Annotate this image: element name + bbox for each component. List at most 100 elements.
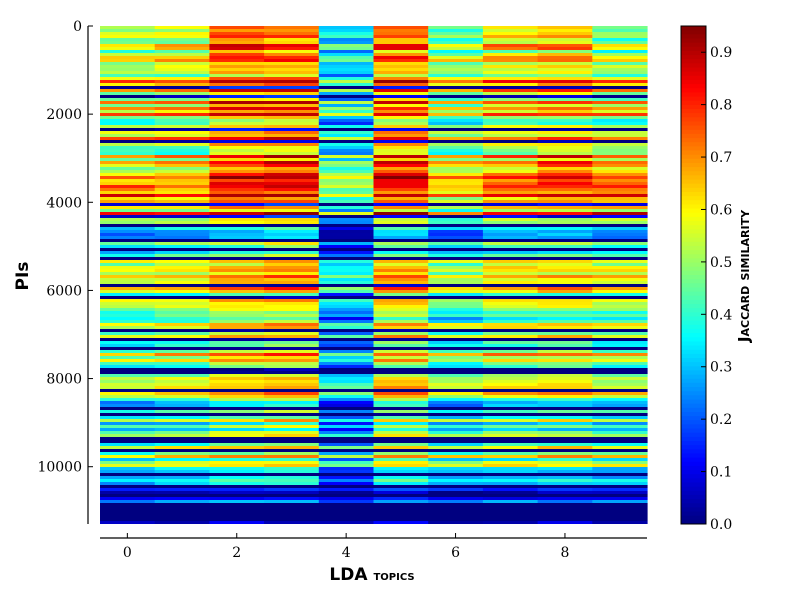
heatmap-cell xyxy=(428,368,484,371)
heatmap-cell xyxy=(428,233,484,236)
heatmap-cell xyxy=(428,260,484,263)
heatmap-cell xyxy=(100,32,156,35)
colorbar-segment xyxy=(681,204,706,210)
heatmap-cell xyxy=(264,239,320,242)
heatmap-cell xyxy=(318,56,375,59)
heatmap-cell xyxy=(537,230,593,233)
heatmap-cell xyxy=(209,254,265,257)
heatmap-cell xyxy=(100,158,156,161)
colorbar-segment xyxy=(681,175,706,181)
heatmap-cell xyxy=(592,449,648,452)
heatmap-cell xyxy=(318,362,375,365)
heatmap-cell xyxy=(592,230,648,233)
heatmap-cell xyxy=(318,98,375,101)
heatmap-cell xyxy=(537,521,593,524)
heatmap-cell xyxy=(592,95,648,98)
heatmap-cell xyxy=(373,170,429,173)
heatmap-cell xyxy=(100,113,156,116)
heatmap-cell xyxy=(154,56,210,59)
heatmap-cell xyxy=(482,191,539,194)
heatmap-cell xyxy=(264,293,320,296)
heatmap-cell xyxy=(209,200,265,203)
heatmap-cell xyxy=(537,38,593,41)
heatmap-cell xyxy=(209,413,265,416)
heatmap-cell xyxy=(428,476,484,479)
heatmap-cell xyxy=(592,365,648,368)
heatmap-cell xyxy=(264,461,320,464)
heatmap-cell xyxy=(373,212,429,215)
heatmap-cell xyxy=(592,356,648,359)
heatmap-cell xyxy=(100,209,156,212)
heatmap-cell xyxy=(264,224,320,227)
heatmap-cell xyxy=(537,128,593,131)
heatmap-cell xyxy=(537,317,593,320)
heatmap-cell xyxy=(100,140,156,143)
heatmap-cell xyxy=(373,155,429,158)
heatmap-cell xyxy=(482,215,539,218)
heatmap-cell xyxy=(100,215,156,218)
heatmap-cell xyxy=(592,227,648,230)
heatmap-cell xyxy=(318,290,375,293)
heatmap-cell xyxy=(428,332,484,335)
heatmap-cell xyxy=(537,266,593,269)
heatmap-cell xyxy=(482,206,539,209)
heatmap-cell xyxy=(592,488,648,491)
heatmap-cell xyxy=(154,473,210,476)
heatmap-cell xyxy=(373,335,429,338)
heatmap-cell xyxy=(428,152,484,155)
colorbar-segment xyxy=(681,494,706,500)
heatmap-cell xyxy=(592,314,648,317)
heatmap-cell xyxy=(154,518,210,521)
heatmap-cell xyxy=(209,113,265,116)
heatmap-cell xyxy=(100,122,156,125)
heatmap-cell xyxy=(537,146,593,149)
heatmap-cell xyxy=(264,395,320,398)
heatmap-cell xyxy=(209,128,265,131)
heatmap-cell xyxy=(592,278,648,281)
heatmap-cell xyxy=(100,47,156,50)
heatmap-cell xyxy=(264,437,320,440)
heatmap-cell xyxy=(318,335,375,338)
heatmap-cell xyxy=(318,431,375,434)
heatmap-cell xyxy=(482,299,539,302)
colorbar-segment xyxy=(681,287,706,293)
heatmap-cell xyxy=(264,215,320,218)
heatmap-cell xyxy=(592,359,648,362)
heatmap-cell xyxy=(482,284,539,287)
heatmap-cell xyxy=(318,251,375,254)
heatmap-cell xyxy=(100,404,156,407)
heatmap-cell xyxy=(373,89,429,92)
heatmap-cell xyxy=(428,62,484,65)
heatmap-cell xyxy=(428,521,484,524)
heatmap-cell xyxy=(264,116,320,119)
heatmap-cell xyxy=(100,110,156,113)
heatmap-cell xyxy=(154,272,210,275)
heatmap-cell xyxy=(592,341,648,344)
heatmap-cell xyxy=(592,422,648,425)
colorbar-segment xyxy=(681,470,706,475)
heatmap-cell xyxy=(482,185,539,188)
heatmap-cell xyxy=(318,71,375,74)
heatmap-cell xyxy=(209,80,265,83)
heatmap-cell xyxy=(209,260,265,263)
heatmap-cell xyxy=(428,434,484,437)
heatmap-cell xyxy=(373,110,429,113)
heatmap-cell xyxy=(592,257,648,260)
heatmap-cell xyxy=(264,470,320,473)
heatmap-cell xyxy=(373,341,429,344)
heatmap-cell xyxy=(264,353,320,356)
heatmap-cell xyxy=(592,506,648,509)
heatmap-cell xyxy=(154,53,210,56)
heatmap-cell xyxy=(209,185,265,188)
heatmap-cell xyxy=(537,506,593,509)
heatmap-cell xyxy=(318,434,375,437)
colorbar-segment xyxy=(681,196,706,201)
heatmap-cell xyxy=(209,167,265,170)
heatmap-cell xyxy=(373,281,429,284)
heatmap-cell xyxy=(100,347,156,350)
heatmap-cell xyxy=(373,347,429,350)
heatmap-cell xyxy=(537,200,593,203)
heatmap-cell xyxy=(209,359,265,362)
heatmap-cell xyxy=(428,326,484,329)
heatmap-cell xyxy=(482,311,539,314)
